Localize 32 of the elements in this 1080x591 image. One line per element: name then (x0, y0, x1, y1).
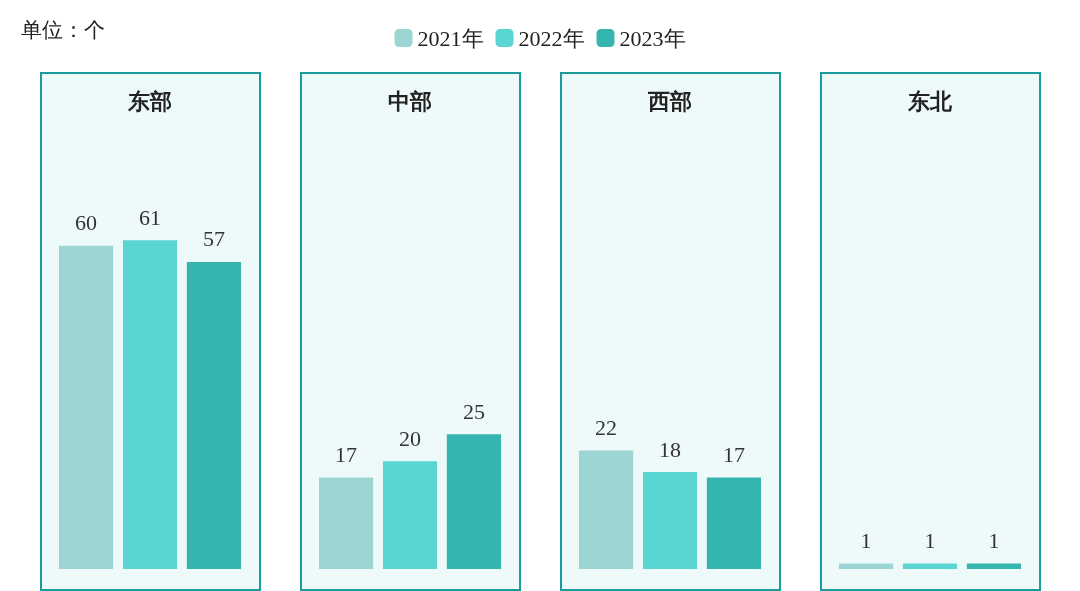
bar (186, 261, 241, 569)
x-tick-label: 东部 (127, 88, 172, 114)
data-label: 17 (335, 441, 358, 467)
bar (319, 477, 374, 569)
data-label: 18 (659, 436, 681, 462)
x-tick-label: 中部 (388, 88, 432, 114)
data-label: 22 (595, 414, 618, 440)
data-label: 1 (860, 528, 872, 554)
bar (59, 245, 114, 569)
data-label: 61 (139, 204, 161, 230)
data-label: 17 (722, 441, 745, 467)
bar (966, 563, 1021, 569)
bar (839, 563, 894, 569)
data-label: 60 (75, 210, 98, 236)
bar (902, 563, 958, 569)
bar (642, 472, 698, 569)
x-tick-label: 西部 (647, 88, 692, 114)
legend-label: 2021年 (417, 25, 484, 51)
y-axis-title: 单位：个 (21, 17, 105, 42)
bar (382, 461, 438, 569)
bar (122, 240, 178, 569)
bar (579, 450, 634, 569)
data-label: 1 (988, 528, 1000, 554)
legend-label: 2023年 (619, 25, 686, 51)
legend-label: 2022年 (518, 25, 585, 51)
data-label: 1 (924, 528, 936, 554)
bar (446, 434, 501, 569)
x-tick-label: 东北 (907, 88, 953, 114)
bar (706, 477, 761, 569)
data-label: 25 (462, 398, 485, 424)
data-label: 20 (399, 425, 421, 451)
data-label: 57 (202, 226, 225, 252)
